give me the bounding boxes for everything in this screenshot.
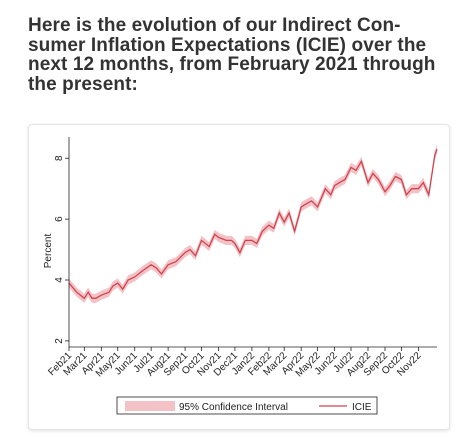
plot-area	[68, 144, 438, 303]
page-heading: Here is the evolution of our Indirect Co…	[28, 15, 436, 95]
icie-line	[68, 148, 438, 300]
y-tick-label: 6	[54, 216, 65, 222]
legend-band-label: 95% Confidence Interval	[179, 402, 288, 413]
legend-line-label: ICIE	[352, 402, 372, 413]
y-tick-label: 8	[54, 155, 65, 161]
y-axis-title: Percent	[43, 234, 54, 269]
inflation-expectations-chart: 2468Feb21Mar21Apr21May21Jun21Jul21Aug21S…	[43, 137, 438, 415]
y-tick-label: 4	[54, 277, 65, 283]
axes: 2468Feb21Mar21Apr21May21Jun21Jul21Aug21S…	[46, 137, 437, 379]
legend-band-swatch	[125, 401, 175, 411]
legend: 95% Confidence Interval ICIE	[116, 396, 378, 415]
confidence-interval-band	[69, 144, 437, 303]
y-tick-label: 2	[54, 338, 65, 344]
chart-card: 2 4 6 8 Feb21 Mar21 Apr21 May21 Jun21 Jul21 Aug21 S…	[28, 124, 450, 430]
